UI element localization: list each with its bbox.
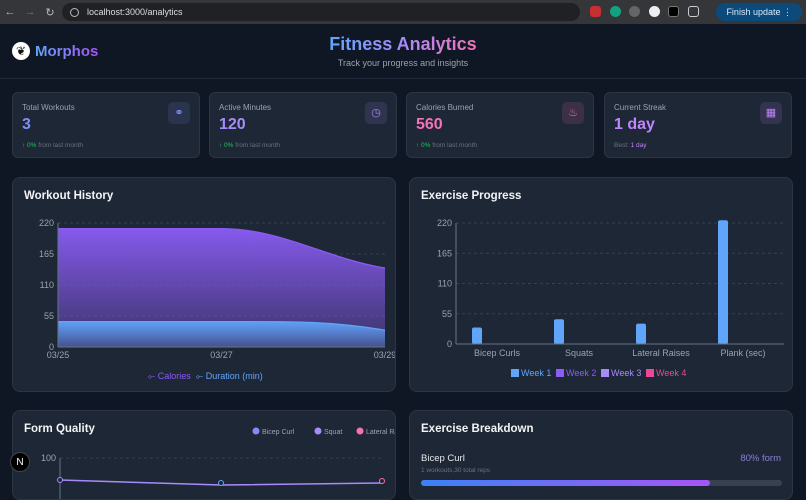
extension-icon[interactable]: [610, 6, 621, 17]
card-title: Exercise Progress: [421, 190, 522, 202]
breakdown-item-name: Bicep Curl: [421, 453, 465, 464]
y-tick-label: 110: [438, 279, 452, 289]
x-tick-label: 03/25: [47, 350, 70, 360]
workout-history-chart: 0 55 110 165 220 03/25 03/27 03/29 ⟜ Calories ⟜ D…: [39, 218, 396, 381]
breakdown-progress-fill: [421, 480, 710, 486]
legend-item: Week 4: [656, 368, 686, 378]
legend-item: Week 2: [566, 368, 596, 378]
stat-label: Total Workouts: [22, 103, 75, 112]
legend-item: Week 3: [611, 368, 641, 378]
x-tick-label: 03/27: [210, 350, 233, 360]
y-tick-label: 0: [49, 342, 54, 352]
form-quality-chart: Bicep Curl Squat Lateral Raise 100: [41, 427, 396, 499]
y-tick-label: 100: [41, 453, 56, 463]
y-tick-label: 165: [39, 249, 54, 259]
extension-icon[interactable]: [649, 6, 660, 17]
legend-dot: [356, 427, 364, 435]
stat-value: 560: [416, 116, 443, 133]
stat-card: Calories Burned 560 ↑ 0% from last month ♨: [406, 92, 594, 158]
card-title: Workout History: [24, 190, 114, 202]
site-info-icon[interactable]: [70, 7, 79, 17]
finish-update-button[interactable]: Finish update ⋮: [716, 3, 802, 21]
breakdown-progress-bar: [421, 480, 782, 486]
exercise-breakdown-card: Exercise Breakdown Bicep Curl 80% form 1…: [409, 410, 793, 500]
legend-swatch: [601, 369, 609, 377]
extensions-puzzle-icon[interactable]: [688, 6, 699, 17]
y-tick-label: 55: [442, 309, 452, 319]
back-icon[interactable]: ←: [4, 6, 16, 18]
legend-item: Bicep Curl: [262, 429, 295, 436]
legend-item: ⟜ Calories: [148, 371, 191, 381]
exercise-progress-card: Exercise Progress 0 55 110 165 220 Bicep Curl…: [409, 177, 793, 392]
breakdown-item-form: 80% form: [740, 453, 781, 464]
extension-icon[interactable]: [590, 6, 601, 17]
calendar-icon: ▦: [760, 102, 782, 124]
series-line: [58, 228, 386, 269]
form-quality-card: Form Quality Bicep Curl Squat Lateral Rais…: [12, 410, 396, 500]
x-tick-label: 03/29: [374, 350, 396, 360]
stat-card: Total Workouts 3 ↑ 0% from last month ⚭: [12, 92, 200, 158]
stat-card: Current Streak 1 day Best: 1 day ▦: [604, 92, 792, 158]
legend-dot: [314, 427, 322, 435]
x-tick-label: Squats: [565, 348, 594, 358]
x-tick-label: Lateral Raises: [632, 348, 690, 358]
stat-footer: ↑ 0% from last month: [416, 142, 478, 149]
area-calories: [58, 228, 385, 347]
card-title: Exercise Breakdown: [421, 423, 534, 435]
legend-item: Week 1: [521, 368, 551, 378]
card-title: Form Quality: [24, 423, 95, 435]
dumbbell-icon: ⚭: [168, 102, 190, 124]
forward-icon[interactable]: →: [24, 6, 36, 18]
bar-week-1: [554, 319, 564, 344]
reload-icon[interactable]: ↻: [45, 6, 55, 19]
stat-footer: Best: 1 day: [614, 142, 647, 149]
x-tick-label: Plank (sec): [720, 348, 765, 358]
x-tick-label: Bicep Curls: [474, 348, 521, 358]
stat-value: 3: [22, 116, 31, 133]
y-tick-label: 220: [437, 218, 452, 228]
legend-dot: [252, 427, 260, 435]
legend-item: Lateral Raise: [366, 429, 396, 436]
legend-swatch: [646, 369, 654, 377]
page-header: ❦ Morphos Fitness Analytics Track your pr…: [0, 24, 806, 79]
nextjs-badge[interactable]: N: [10, 452, 30, 472]
workout-history-card: Workout History 0 55 110 165 220 03/25 03/27 03…: [12, 177, 396, 392]
y-tick-label: 55: [44, 311, 54, 321]
page-subtitle: Track your progress and insights: [337, 58, 469, 68]
bar-week-1: [718, 220, 728, 344]
extension-icon[interactable]: [629, 6, 640, 17]
stat-footer: ↑ 0% from last month: [22, 142, 84, 149]
stat-label: Current Streak: [614, 103, 667, 112]
y-tick-label: 220: [39, 218, 54, 228]
stat-value: 1 day: [614, 116, 655, 133]
logo[interactable]: ❦ Morphos: [12, 42, 98, 60]
y-tick-label: 110: [40, 280, 54, 290]
area-duration: [58, 321, 385, 347]
page-title: Fitness Analytics: [329, 34, 477, 54]
y-tick-label: 165: [437, 248, 452, 258]
stat-card: Active Minutes 120 ↑ 0% from last month ◷: [209, 92, 397, 158]
stat-footer: ↑ 0% from last month: [219, 142, 281, 149]
address-bar[interactable]: localhost:3000/analytics: [62, 3, 580, 21]
legend-swatch: [511, 369, 519, 377]
series-line: [58, 320, 386, 331]
exercise-progress-chart: 0 55 110 165 220 Bicep Curls Squats Lateral Rai…: [437, 218, 784, 378]
browser-toolbar: ← → ↻ localhost:3000/analytics Finish up…: [0, 0, 806, 24]
data-point: [218, 480, 224, 486]
stat-label: Active Minutes: [219, 103, 272, 112]
y-tick-label: 0: [447, 339, 452, 349]
legend-item: ⟜ Duration (min): [196, 371, 263, 381]
stat-value: 120: [219, 116, 246, 133]
legend-swatch: [556, 369, 564, 377]
bar-week-1: [472, 327, 482, 344]
breakdown-item-detail: 1 workouts,30 total reps: [421, 467, 491, 474]
logo-icon: ❦: [12, 42, 30, 60]
flame-icon: ♨: [562, 102, 584, 124]
extension-icon[interactable]: [668, 6, 679, 17]
bar-week-1: [636, 323, 646, 344]
data-point: [379, 478, 385, 484]
clock-icon: ◷: [365, 102, 387, 124]
stat-label: Calories Burned: [416, 103, 474, 112]
legend-item: Squat: [324, 429, 342, 436]
